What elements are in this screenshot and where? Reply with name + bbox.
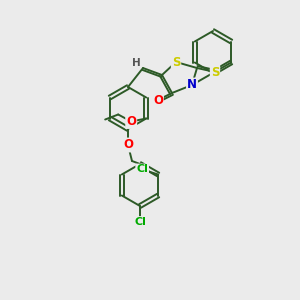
Text: S: S (211, 65, 219, 79)
Text: O: O (153, 94, 163, 106)
Text: Cl: Cl (134, 217, 146, 227)
Text: O: O (126, 115, 136, 128)
Text: H: H (132, 58, 140, 68)
Text: S: S (172, 56, 180, 68)
Text: O: O (123, 139, 133, 152)
Text: Cl: Cl (136, 164, 148, 175)
Text: N: N (187, 79, 197, 92)
